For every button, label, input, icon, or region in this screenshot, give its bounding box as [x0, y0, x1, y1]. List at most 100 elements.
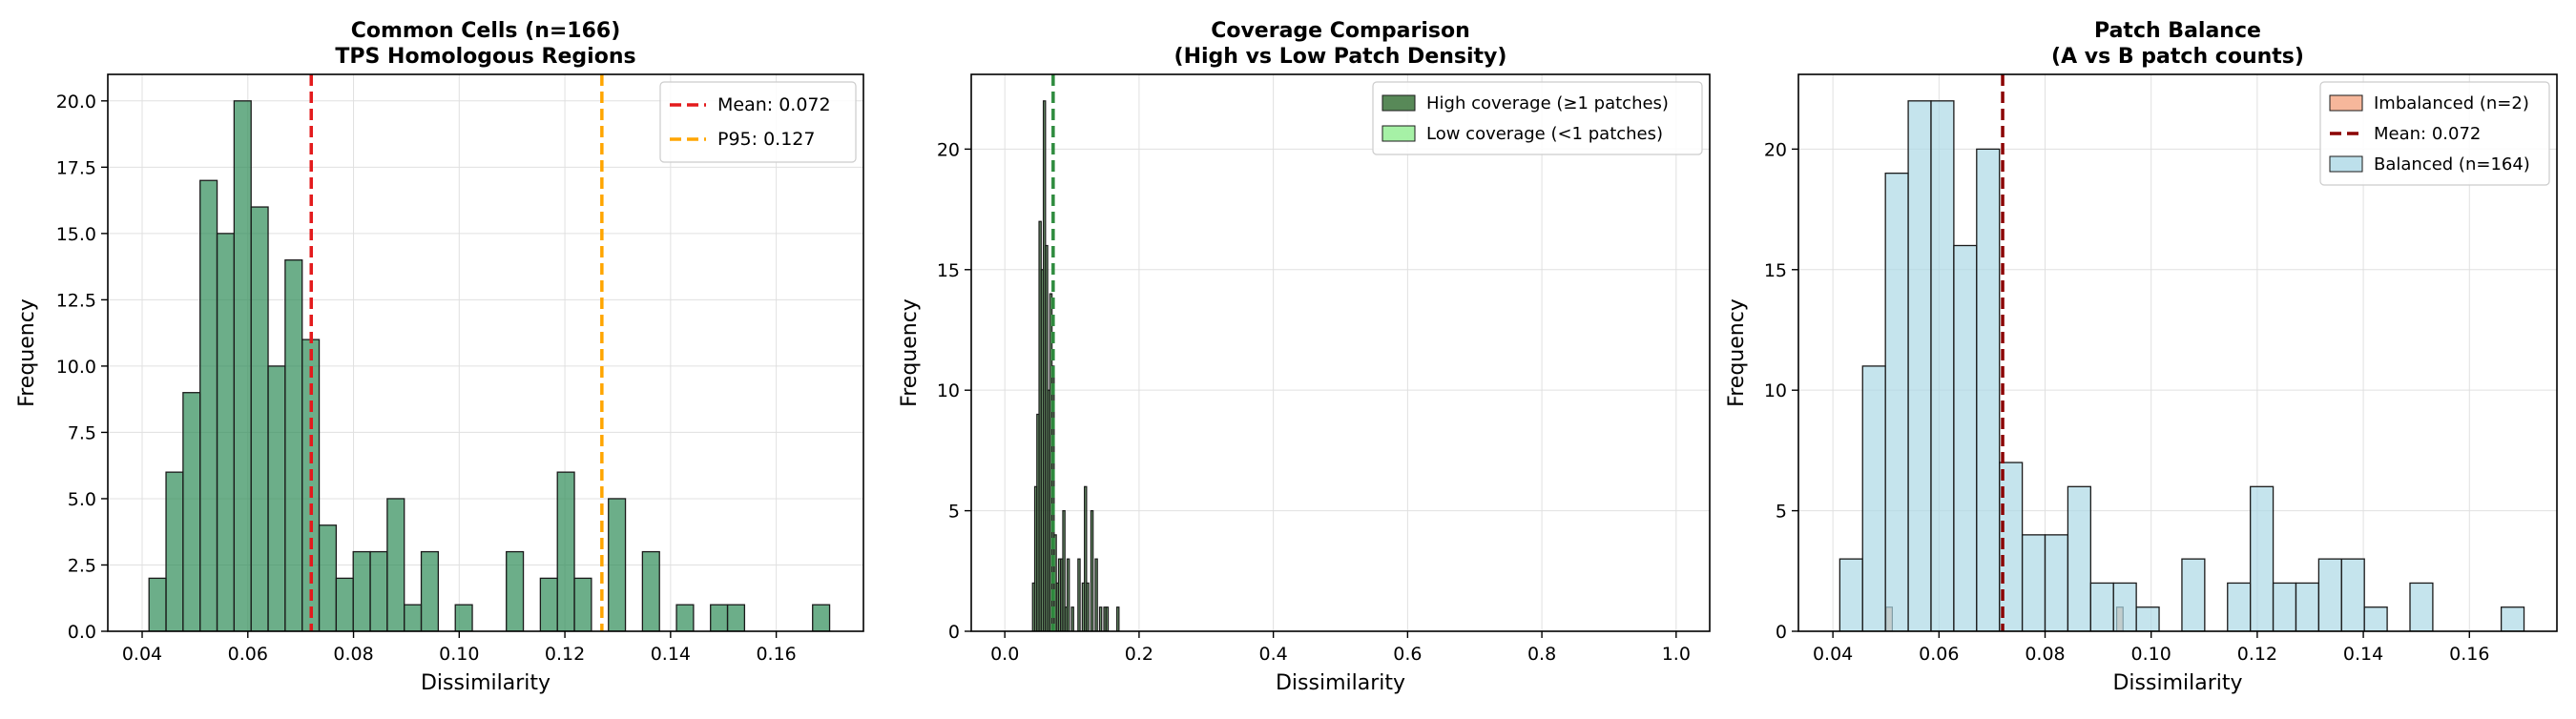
legend-label: Low coverage (<1 patches)	[1426, 124, 1663, 144]
histogram-bar	[1066, 558, 1070, 631]
y-tick-label: 0	[948, 622, 960, 643]
y-tick-label: 10.0	[56, 357, 96, 378]
x-tick-label: 0.06	[1919, 644, 1959, 665]
y-tick-label: 15	[1764, 260, 1787, 281]
y-tick-label: 15.0	[56, 224, 96, 245]
y-tick-label: 2.5	[68, 555, 96, 576]
legend-box	[1372, 81, 1703, 155]
histogram-bar	[2135, 606, 2160, 631]
histogram-bar	[1062, 509, 1066, 631]
y-axis-label: Frequency	[1725, 298, 1749, 407]
plot-marks	[1031, 74, 1120, 631]
x-tick-label: 0.08	[333, 644, 373, 665]
histogram-bar	[233, 100, 252, 631]
legend-box	[659, 81, 857, 163]
histogram-bar	[2363, 606, 2388, 631]
legend-swatch-patch	[2329, 155, 2363, 173]
x-tick-label: 0.2	[1125, 644, 1153, 665]
histogram-bar	[556, 471, 575, 631]
y-tick-label: 0.0	[68, 622, 96, 643]
histogram-bar	[2044, 534, 2069, 631]
histogram-bar	[182, 392, 201, 631]
histogram-bar	[1051, 365, 1055, 631]
histogram-bar	[301, 339, 321, 631]
x-axis-label: Dissimilarity	[1276, 671, 1405, 695]
histogram-bar	[726, 604, 746, 631]
histogram-bar	[148, 577, 167, 631]
histogram-bar	[2295, 582, 2320, 631]
x-tick-label: 0.06	[228, 644, 268, 665]
x-tick-label: 0.04	[122, 644, 162, 665]
x-tick-label: 0.0	[990, 644, 1019, 665]
histogram-bar	[539, 577, 558, 631]
legend-swatch-patch	[2329, 94, 2363, 112]
x-tick-label: 0.08	[2025, 644, 2065, 665]
y-tick-label: 17.5	[56, 157, 96, 178]
histogram-bar	[2317, 558, 2342, 631]
histogram-bar	[420, 550, 440, 631]
chart-panel-2: 0.0 0.2 0.4 0.6 0.8 1.0 0 5 10 15 20 Dissimilarity F…	[898, 19, 1711, 695]
histogram-bar	[2021, 534, 2046, 631]
x-tick-label: 0.16	[2449, 644, 2489, 665]
legend: Imbalanced (n=2) Mean: 0.072 Balanced (n=1…	[2319, 81, 2550, 186]
y-axis-label: Frequency	[15, 298, 39, 407]
histogram-bar	[2272, 582, 2297, 631]
histogram-bar	[1976, 148, 2001, 631]
x-tick-label: 0.10	[439, 644, 479, 665]
histogram-bar	[710, 604, 729, 631]
histogram-bar	[2227, 582, 2252, 631]
histogram-bar	[335, 577, 354, 631]
histogram-bar	[386, 498, 405, 631]
histogram-bar	[2089, 582, 2114, 631]
histogram-bar	[1930, 100, 1955, 631]
x-tick-label: 0.8	[1527, 644, 1556, 665]
histogram-bar	[1094, 558, 1098, 631]
x-tick-label: 0.14	[2343, 644, 2383, 665]
axes-frame	[1797, 73, 2558, 632]
histogram-bar	[2181, 558, 2206, 631]
histogram-bar	[1861, 365, 1886, 631]
chart-title: (High vs Low Patch Density)	[1174, 45, 1507, 69]
histogram-bar	[573, 577, 592, 631]
histogram-bar	[454, 604, 473, 631]
chart-title: TPS Homologous Regions	[335, 45, 635, 69]
legend-label: High coverage (≥1 patches)	[1426, 93, 1669, 113]
histogram-bar	[1884, 173, 1909, 631]
histogram-bar	[2340, 558, 2365, 631]
histogram-bar	[1953, 244, 1978, 631]
x-tick-label: 0.14	[651, 644, 691, 665]
axes-frame	[970, 73, 1711, 632]
x-tick-label: 0.10	[2131, 644, 2171, 665]
plot-marks	[148, 74, 831, 631]
y-tick-label: 0	[1776, 622, 1787, 643]
x-tick-label: 1.0	[1662, 644, 1691, 665]
x-tick-label: 0.6	[1393, 644, 1422, 665]
histogram-bar	[1116, 606, 1120, 631]
chart-title: (A vs B patch counts)	[2051, 45, 2304, 69]
chart-panel-3: 0.04 0.06 0.08 0.10 0.12 0.14 0.16 0 5 10 15 20 Diss…	[1725, 19, 2558, 695]
y-tick-label: 12.5	[56, 290, 96, 311]
x-tick-label: 0.12	[545, 644, 585, 665]
histogram-bar	[216, 233, 236, 631]
chart-title: Common Cells (n=166)	[351, 19, 621, 43]
histogram-bar	[404, 604, 423, 631]
legend-label: Mean: 0.072	[717, 94, 831, 115]
x-tick-label: 0.04	[1813, 644, 1853, 665]
chart-panel-1: 0.04 0.06 0.08 0.10 0.12 0.14 0.16 0.0 2.5 5.0 7.5…	[15, 19, 864, 695]
y-axis-label: Frequency	[898, 298, 922, 407]
chart-title: Coverage Comparison	[1211, 19, 1470, 43]
y-tick-label: 20.0	[56, 92, 96, 113]
y-tick-label: 20	[937, 139, 960, 160]
histogram-bar	[2500, 606, 2525, 631]
histogram-bar	[318, 524, 338, 631]
histogram-bar	[199, 179, 218, 631]
legend-swatch-patch	[1381, 94, 1416, 112]
y-tick-label: 5	[948, 502, 960, 523]
histogram-bar	[2067, 485, 2091, 631]
histogram-bar	[1098, 606, 1103, 631]
histogram-bar	[2112, 582, 2137, 631]
x-tick-label: 0.12	[2237, 644, 2277, 665]
histogram-bar	[369, 550, 388, 631]
